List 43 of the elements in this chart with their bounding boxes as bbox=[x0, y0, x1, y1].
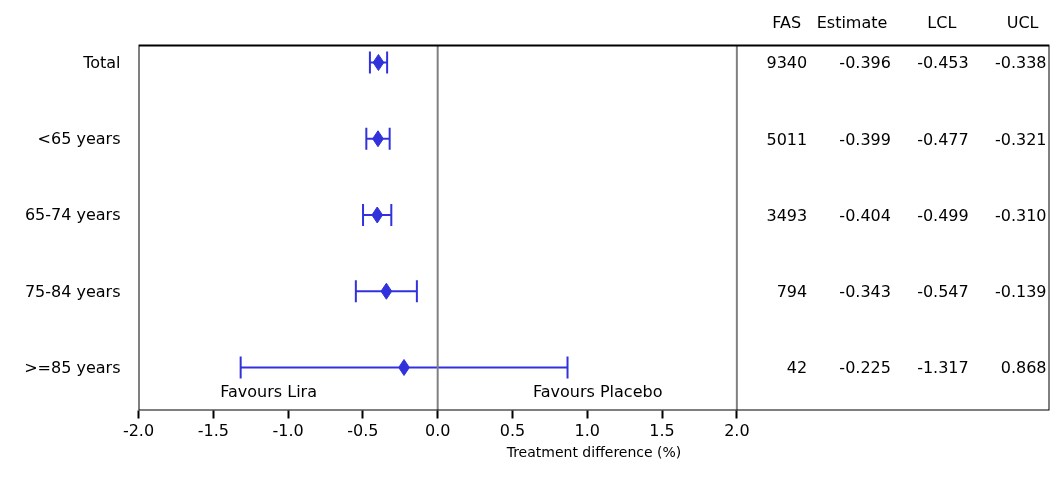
annotation: Favours Lira bbox=[220, 381, 317, 401]
annotation: -0.477 bbox=[917, 129, 969, 149]
text: Estimate bbox=[816, 12, 888, 32]
annotation: -1.317 bbox=[917, 358, 969, 378]
annotation: -0.139 bbox=[994, 282, 1047, 302]
point bbox=[371, 206, 384, 224]
y-tick-label: Total bbox=[82, 52, 121, 72]
annotation: 42 bbox=[786, 358, 808, 378]
y-tick-label: >=85 years bbox=[24, 357, 121, 377]
point bbox=[380, 282, 393, 300]
annotation: 9340 bbox=[766, 53, 808, 73]
annotation: -0.453 bbox=[917, 53, 969, 73]
x-tick-label: 1.5 bbox=[649, 420, 675, 440]
annotation: -0.343 bbox=[839, 282, 891, 302]
annotation: -0.399 bbox=[839, 129, 891, 149]
y-tick-label: 65-74 years bbox=[24, 205, 121, 225]
annotation: -0.225 bbox=[839, 358, 891, 378]
annotation: -0.404 bbox=[839, 205, 891, 225]
annotation: -0.338 bbox=[994, 53, 1047, 73]
annotation: -0.499 bbox=[917, 205, 969, 225]
annotation: 0.868 bbox=[1000, 358, 1047, 378]
y-tick-label: <65 years bbox=[37, 129, 121, 149]
x-tick-label: 2.0 bbox=[724, 420, 750, 440]
text: LCL bbox=[927, 12, 957, 32]
annotation: -0.547 bbox=[917, 282, 969, 302]
x-tick-label: 1.0 bbox=[574, 420, 600, 440]
x-tick-label: 0.0 bbox=[424, 420, 451, 440]
x-tick-label: 0.5 bbox=[499, 420, 526, 440]
x-tick-label: -1.5 bbox=[197, 420, 229, 440]
annotation: 794 bbox=[776, 282, 808, 302]
text: UCL bbox=[1006, 12, 1039, 32]
annotation: 5011 bbox=[766, 129, 808, 149]
annotation: Favours Placebo bbox=[533, 381, 663, 401]
x-tick-label: -1.0 bbox=[272, 420, 304, 440]
x-tick-label: -2.0 bbox=[122, 420, 155, 440]
annotation: -0.321 bbox=[994, 129, 1047, 149]
text: FAS bbox=[772, 12, 802, 32]
x-tick-label: -0.5 bbox=[347, 420, 379, 440]
annotation: -0.310 bbox=[994, 205, 1047, 225]
y-tick-label: 75-84 years bbox=[24, 281, 121, 301]
annotation: -0.396 bbox=[839, 53, 891, 73]
annotation: 3493 bbox=[766, 205, 808, 225]
x-axis-title: Treatment difference (%) bbox=[505, 443, 682, 460]
